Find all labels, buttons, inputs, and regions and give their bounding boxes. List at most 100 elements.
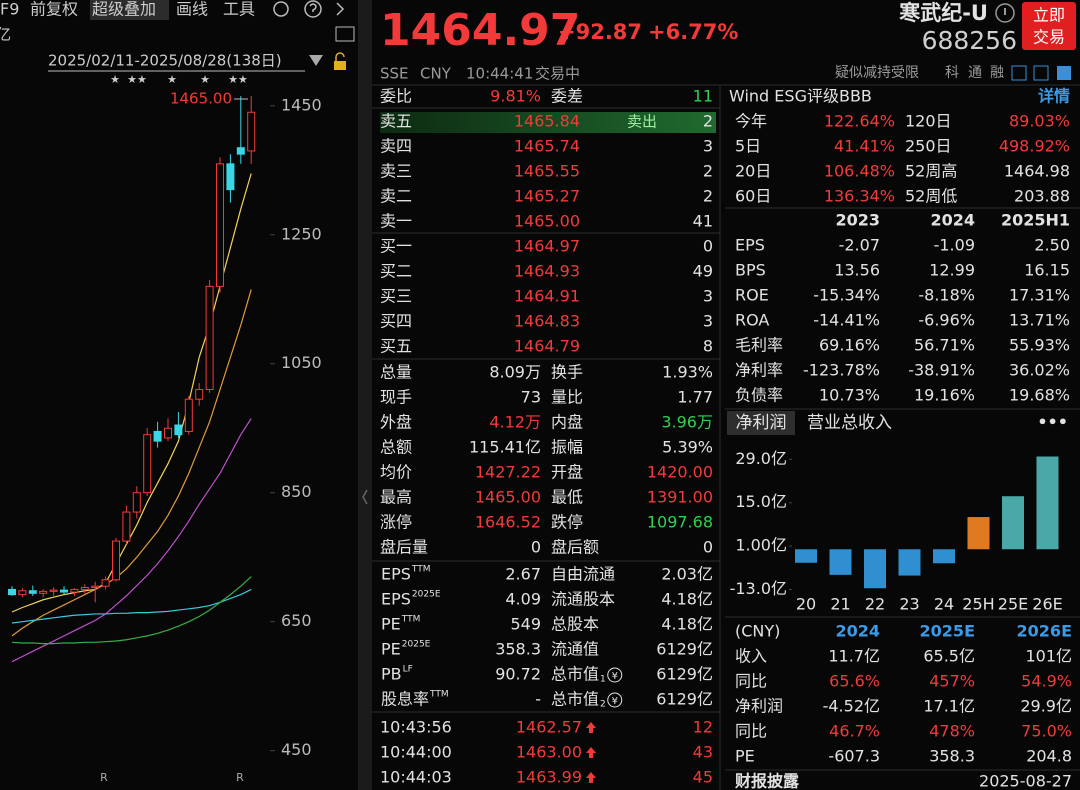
trade-button[interactable] [1022,2,1076,50]
superscript: TTM [401,615,421,625]
field-value: 65.6% [829,672,880,691]
tick-volume: 45 [693,768,713,787]
toolbar-item: 工具 [223,0,255,19]
edit-icon[interactable] [1011,65,1027,81]
x-tick-label: 21 [830,595,850,614]
candle-body [132,492,141,513]
field-value: 73 [521,388,541,407]
field-label: 净利润 [735,697,783,716]
field-label: 同比 [735,722,767,741]
column-header: 2023 [835,211,880,230]
high-label: 1465.00 [170,90,232,108]
x-tick-label: 25H [962,595,994,614]
field-value: 89.03% [1009,112,1070,131]
bar [967,517,990,550]
tick-price: 1462.57 [516,718,582,737]
field-value: 2.67 [505,565,541,584]
superscript: TTM [429,690,449,700]
bar [898,549,921,576]
field-label: 量比 [551,388,583,407]
field-value: 478% [929,722,975,741]
y-tick-label: 650 [281,611,312,630]
field-value: 1464.98 [1004,162,1070,181]
book-level: 卖一 [380,212,412,231]
field-label: 最高 [380,488,412,507]
field-value: 1.93% [662,363,713,382]
meta: 交易中 [535,65,580,83]
column-header: (CNY) [735,622,780,641]
up-arrow [586,747,596,758]
candle-body [143,434,152,494]
field-label: 20日 [735,162,771,181]
settings-icon[interactable] [273,1,289,17]
field-label: 收入 [735,647,767,666]
book-level: 买一 [380,237,412,256]
button-text: 交易 [1033,28,1065,47]
field-label: EPS [381,590,411,609]
field-label: 流通值 [551,640,599,659]
column-header: 2024 [930,211,975,230]
y-tick-label: -13.0亿 [730,579,787,598]
ask-highlight [380,112,716,133]
field-value: 204.8 [1026,747,1072,766]
field-value: -123.78% [803,361,880,380]
field-value: 17.31% [1009,286,1070,305]
book-level: 卖五 [380,112,412,131]
bar [1036,456,1059,550]
wp-icon[interactable] [335,26,355,42]
field-label: 5日 [735,137,761,156]
book-volume: 41 [693,212,713,231]
tick-volume: 43 [693,743,713,762]
field-value: 358.3 [495,640,541,659]
help-icon[interactable] [304,0,322,18]
field-value: -38.91% [908,361,975,380]
book-price: 1465.74 [514,137,580,156]
subscript: 1 [600,675,606,685]
candle-body [112,540,120,581]
field-label: 流通股本 [551,590,615,609]
field-value: 3.96万 [661,413,713,432]
tab-active[interactable] [727,411,795,435]
book-price: 1464.93 [514,262,580,281]
book-level: 买二 [380,262,412,281]
field-value: 75.0% [1021,722,1072,741]
field-value: 13.71% [1009,311,1070,330]
more-icon[interactable] [336,2,345,16]
lock-icon[interactable] [334,61,346,70]
field-label: 委比 [380,87,412,106]
alert-icon[interactable] [1033,65,1049,81]
book-volume: 3 [703,312,713,331]
field-value: 358.3 [929,747,975,766]
dropdown-icon[interactable] [309,55,323,66]
field-value: -6.96% [918,311,975,330]
candle-body [184,398,193,432]
candle-body [122,511,131,542]
field-label: ROE [735,286,769,305]
field-label: 120日 [905,112,952,131]
book-price: 1464.79 [514,337,580,356]
column-header: 2025H1 [1001,211,1070,230]
lock-shackle [335,52,345,61]
book-level: 买五 [380,337,412,356]
book-price: 1465.84 [514,112,580,131]
star: ★ [110,73,120,86]
book-volume: 0 [703,237,713,256]
y-tick-label: 15.0亿 [735,492,787,511]
book-level: 卖四 [380,137,412,156]
field-value: 1465.00 [475,488,541,507]
superscript: 2025E [402,640,431,650]
button-text: 立即 [1033,6,1065,25]
add-icon[interactable] [1057,66,1071,80]
field-value: -4.52亿 [823,697,880,716]
field-label: 跌停 [551,513,583,532]
field-label: 内盘 [551,413,583,432]
field-label: 总量 [380,363,412,382]
candle-body [28,590,37,594]
candle-body [80,587,89,590]
info-icon[interactable] [995,3,1015,23]
field-value: 90.72 [495,665,541,684]
field-value: 19.16% [914,386,975,405]
bar [795,549,817,563]
